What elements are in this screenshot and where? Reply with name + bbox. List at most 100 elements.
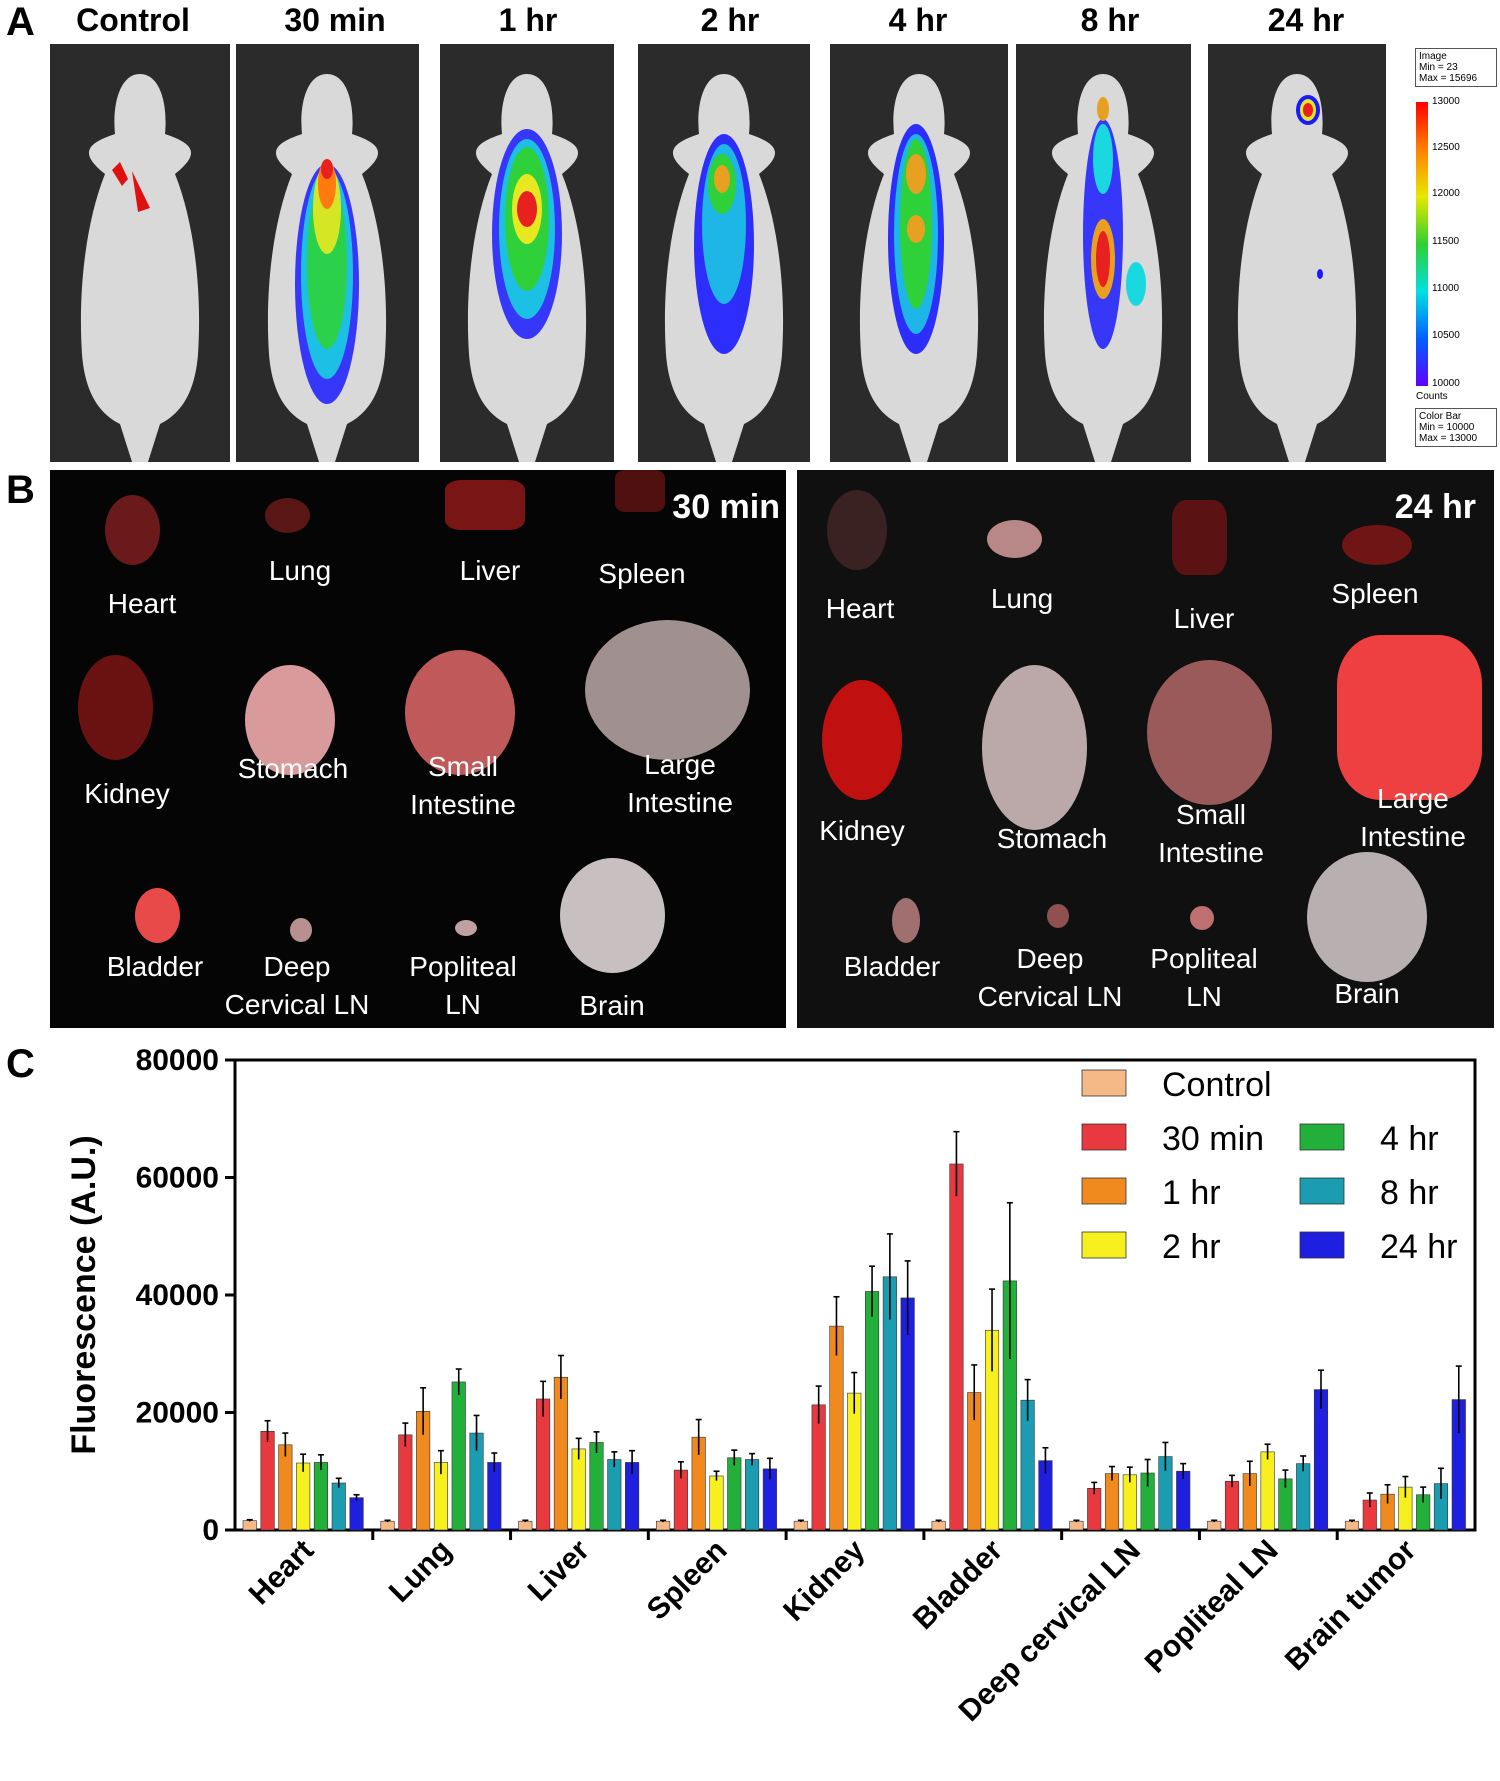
organ-label-deep-cervical-ln: Deep Cervical LN: [224, 951, 370, 1020]
heart-image: [105, 495, 160, 565]
organ-label-liver: Liver: [459, 555, 521, 586]
stomach-image: [245, 665, 335, 775]
bar: [1344, 1520, 1360, 1531]
bar: [536, 1398, 551, 1531]
legend-label: Control: [1162, 1066, 1272, 1104]
organ-label-deep-cervical-ln: Deep Cervical LN: [977, 943, 1123, 1012]
kidney-image: [822, 680, 902, 800]
bar: [1260, 1451, 1275, 1531]
heart-image: [827, 490, 887, 570]
large-intestine-image: [1337, 635, 1482, 800]
x-tick-label: Spleen: [641, 1534, 734, 1627]
mouse-image-2hr: [638, 44, 810, 462]
lung-image: [987, 520, 1042, 558]
colorbar-tick: 13000: [1432, 96, 1460, 107]
legend-swatch: [1299, 1231, 1345, 1259]
y-tick-label: 0: [202, 1514, 219, 1547]
deep-cervical-ln-image: [290, 918, 312, 942]
bar: [1122, 1474, 1137, 1531]
legend-label: 24 hr: [1380, 1228, 1458, 1266]
colorbar-legend-max: Max = 13000: [1419, 433, 1478, 444]
x-tick-label: Lung: [383, 1534, 458, 1609]
bar: [1087, 1487, 1102, 1531]
brain-image: [1307, 852, 1427, 982]
timepoint-label-24hr: 24 hr: [1267, 2, 1345, 38]
legend-swatch: [1081, 1069, 1127, 1097]
mouse-image-24hr: [1208, 44, 1386, 462]
bladder-image: [135, 888, 180, 943]
lung-image: [265, 498, 310, 533]
small-intestine-image: [405, 650, 515, 775]
organ-panel-30min: 30 min Heart Lung Liver Spleen Kidney St…: [50, 470, 786, 1028]
bar: [349, 1497, 364, 1531]
bar: [607, 1459, 622, 1531]
colorbar-legend-title: Color Bar: [1419, 411, 1462, 422]
organ-label-brain: Brain: [1334, 978, 1400, 1009]
organ-label-kidney: Kidney: [84, 778, 170, 809]
bar: [1313, 1389, 1329, 1531]
bar: [865, 1291, 880, 1531]
bar: [829, 1325, 844, 1531]
mouse-image-4hr: [830, 44, 1008, 462]
bar: [673, 1469, 688, 1531]
bar: [260, 1430, 275, 1531]
organ-label-spleen: Spleen: [1331, 578, 1419, 609]
bladder-image: [892, 898, 920, 943]
legend-label: 30 min: [1162, 1120, 1264, 1158]
x-tick-label: Bladder: [907, 1533, 1010, 1636]
bar: [1296, 1463, 1311, 1531]
bar: [313, 1462, 329, 1531]
bar: [518, 1520, 533, 1531]
x-tick-label: Heart: [243, 1534, 321, 1612]
organ-panel-time: 30 min: [672, 488, 780, 526]
panel-a-letter: A: [6, 0, 35, 44]
organ-label-bladder: Bladder: [106, 951, 204, 982]
bar: [589, 1442, 604, 1531]
x-tick-label: Brain tumor: [1279, 1533, 1423, 1677]
small-intestine-image: [1147, 660, 1272, 805]
red-arrow-icon: [112, 162, 128, 186]
legend-label: 4 hr: [1380, 1120, 1439, 1158]
legend-swatch: [1081, 1177, 1127, 1205]
legend-swatch: [1299, 1177, 1345, 1205]
timepoint-label-control: Control: [76, 2, 190, 38]
brain-image: [560, 858, 665, 973]
colorbar-tick: 10500: [1432, 330, 1460, 341]
bar: [1207, 1520, 1222, 1531]
organ-label-small-intestine: Small Intestine: [1158, 799, 1264, 868]
mouse-image-control: [50, 44, 230, 462]
bar: [398, 1434, 413, 1531]
mouse-image-8hr: [1016, 44, 1191, 462]
y-tick-label: 60000: [136, 1162, 219, 1195]
mouse-image-30min: [236, 44, 419, 462]
colorbar-tick: 11000: [1432, 283, 1460, 294]
liver-image: [1172, 500, 1227, 575]
organ-label-popliteal-ln: Popliteal LN: [1150, 943, 1258, 1012]
legend-label: 2 hr: [1162, 1228, 1221, 1266]
bar: [331, 1482, 346, 1531]
organ-label-kidney: Kidney: [819, 815, 905, 846]
legend-swatch: [1299, 1123, 1345, 1151]
bar: [553, 1376, 568, 1531]
colorbar-legend: Color Bar Min = 10000 Max = 13000: [1415, 408, 1497, 447]
colorbar-tick: 12500: [1432, 142, 1460, 153]
kidney-image: [78, 655, 153, 760]
organ-label-bladder: Bladder: [843, 951, 941, 982]
deep-cervical-ln-image: [1047, 904, 1069, 928]
stomach-image: [982, 665, 1087, 830]
bar: [745, 1459, 760, 1531]
bar: [709, 1475, 724, 1531]
image-legend-title: Image: [1419, 51, 1447, 62]
large-intestine-image: [585, 620, 750, 760]
bar: [949, 1163, 964, 1531]
popliteal-ln-image: [455, 920, 477, 936]
legend-swatch: [1081, 1231, 1127, 1259]
y-tick-label: 20000: [136, 1397, 219, 1430]
organ-label-large-intestine: Large Intestine: [627, 749, 733, 818]
organ-label-large-intestine: Large Intestine: [1360, 783, 1466, 852]
timepoint-label-8hr: 8 hr: [1080, 2, 1140, 38]
organ-panel-24hr: 24 hr Heart Lung Liver Spleen Kidney Sto…: [797, 470, 1494, 1028]
bar: [451, 1381, 466, 1531]
image-legend-min: Min = 23: [1419, 62, 1458, 73]
bar: [296, 1462, 311, 1531]
